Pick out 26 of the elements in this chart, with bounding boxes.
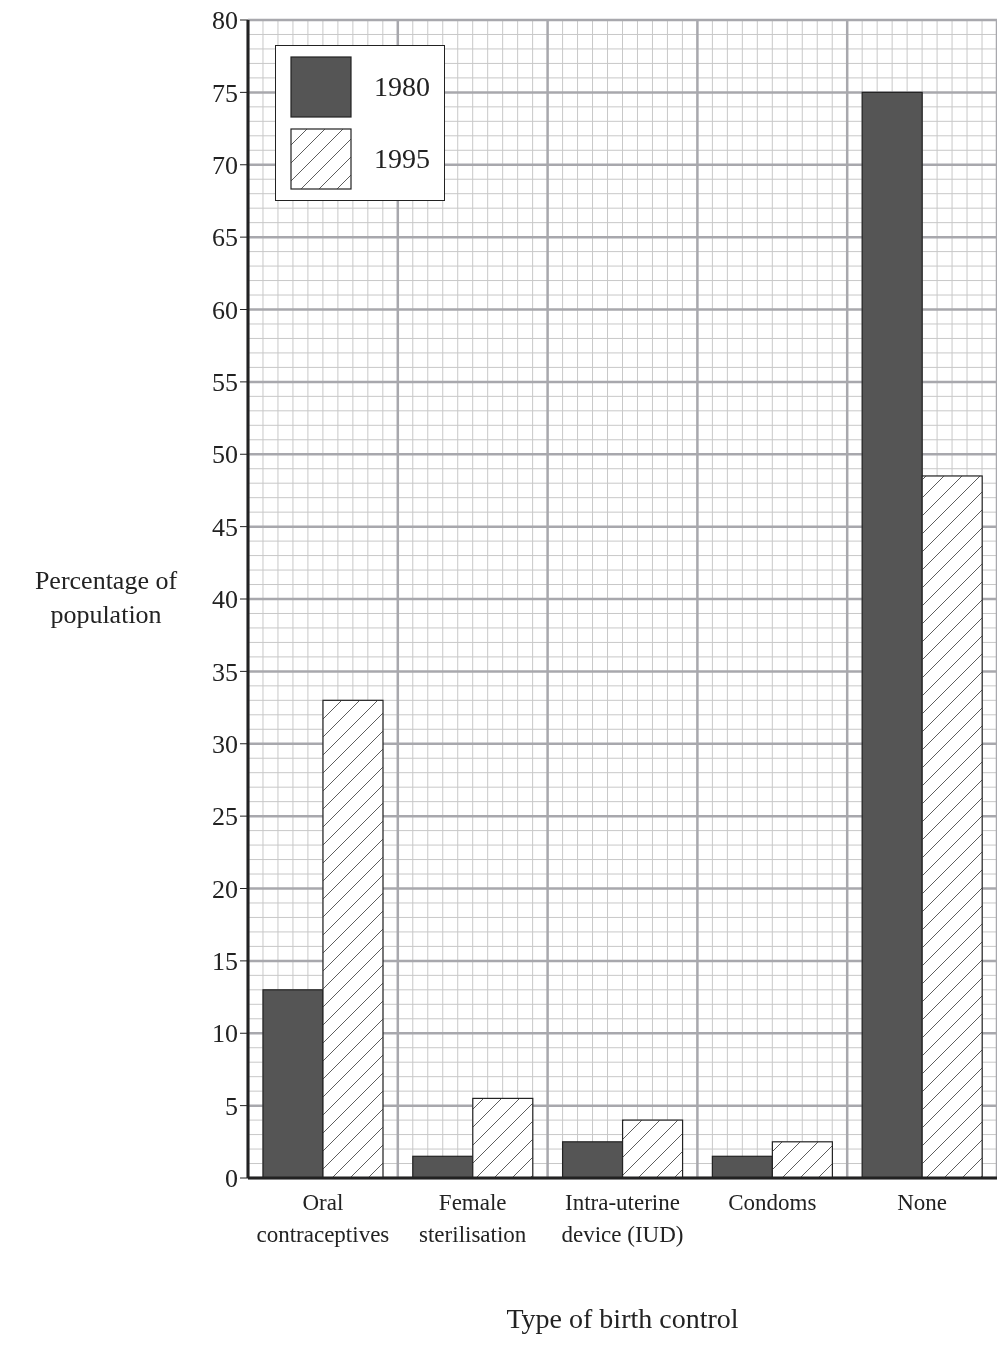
y-tick-label: 65 [212,223,238,253]
y-tick-label: 45 [212,512,238,542]
y-tick-label: 70 [212,150,238,180]
y-tick-label: 15 [212,947,238,977]
y-tick-label: 60 [212,295,238,325]
y-tick-label: 40 [212,585,238,615]
y-tick-label: 80 [212,6,238,36]
y-tick-label: 55 [212,368,238,398]
y-tick-label: 5 [225,1091,238,1121]
y-tick-label: 25 [212,802,238,832]
x-tick-label: None [897,1190,948,1215]
x-tick-label: Female sterilisation [419,1190,527,1247]
x-tick-label: Condoms [728,1190,817,1215]
y-tick-label: 35 [212,657,238,687]
y-tick-label: 0 [225,1164,238,1194]
legend-label: 1995 [374,143,430,175]
y-axis-title: Percentage of population [34,566,178,629]
y-tick-label: 20 [212,874,238,904]
x-axis-title: Type of birth control [506,1303,739,1334]
y-tick-label: 75 [212,78,238,108]
y-tick-label: 10 [212,1019,238,1049]
y-tick-label: 30 [212,729,238,759]
legend-label: 1980 [374,71,430,103]
x-tick-label: Oral contraceptives [256,1190,390,1247]
y-tick-label: 50 [212,440,238,470]
x-tick-label: Intra-uterine device (IUD) [561,1190,684,1247]
